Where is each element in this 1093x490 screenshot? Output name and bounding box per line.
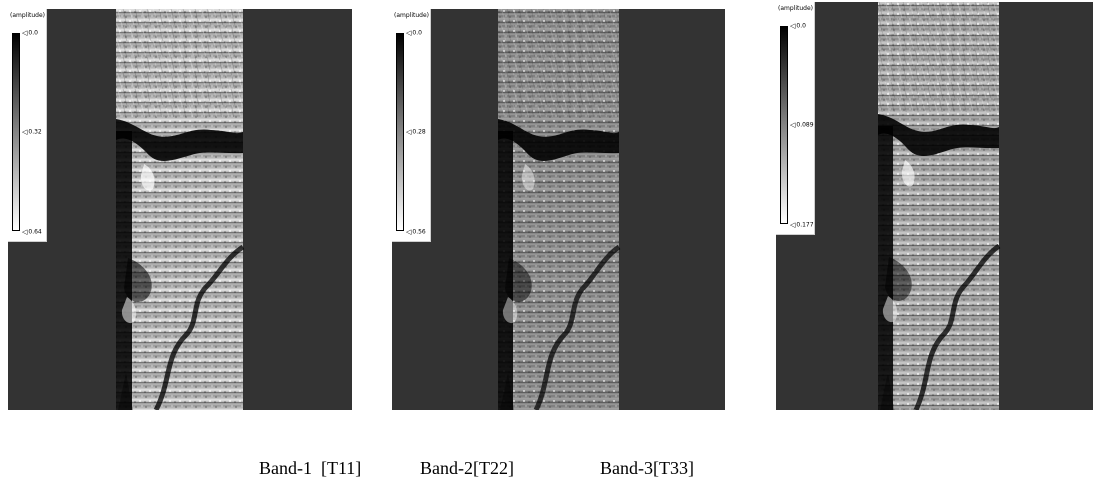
caption-band-2: Band-2[T22] — [420, 458, 514, 478]
band-1-colorbar-bottom-tick: 0.64 — [22, 229, 41, 236]
band-2-colorbar: (amplitude) 0.0 0.28 0.56 — [392, 9, 431, 242]
band-1-colorbar-mid-tick: 0.32 — [22, 129, 41, 136]
band-1-amplitude-image — [8, 9, 352, 410]
figure-caption: Band-1 [T11] Band-2[T22] Band-3[T33] — [0, 456, 1093, 480]
caption-band-3: Band-3[T33] — [600, 458, 694, 478]
band-3-colorbar-bottom-tick: 0.177 — [790, 222, 813, 229]
band-2-colorbar-mid-tick: 0.28 — [406, 129, 425, 136]
band-1-colorbar-gradient — [12, 33, 20, 231]
band-1-panel: (amplitude) 0.0 0.32 0.64 — [8, 9, 352, 410]
caption-band-1: Band-1 [T11] — [259, 458, 362, 478]
band-3-colorbar-gradient — [780, 26, 788, 224]
band-3-colorbar-title: (amplitude) — [778, 5, 814, 12]
band-1-colorbar: (amplitude) 0.0 0.32 0.64 — [8, 9, 47, 242]
band-3-colorbar-mid-tick: 0.089 — [790, 122, 813, 129]
band-3-colorbar-top-tick: 0.0 — [790, 23, 806, 30]
band-3-amplitude-image — [776, 2, 1093, 410]
band-2-colorbar-top-tick: 0.0 — [406, 30, 422, 37]
band-3-panel: (amplitude) 0.0 0.089 0.177 — [776, 2, 1093, 410]
band-2-panel: (amplitude) 0.0 0.28 0.56 — [392, 9, 725, 410]
band-2-colorbar-gradient — [396, 33, 404, 231]
band-1-colorbar-top-tick: 0.0 — [22, 30, 38, 37]
band-2-amplitude-image — [392, 9, 725, 410]
band-2-colorbar-title: (amplitude) — [394, 12, 430, 19]
band-2-colorbar-bottom-tick: 0.56 — [406, 229, 425, 236]
band-1-colorbar-title: (amplitude) — [10, 12, 46, 19]
band-3-colorbar: (amplitude) 0.0 0.089 0.177 — [776, 2, 815, 235]
